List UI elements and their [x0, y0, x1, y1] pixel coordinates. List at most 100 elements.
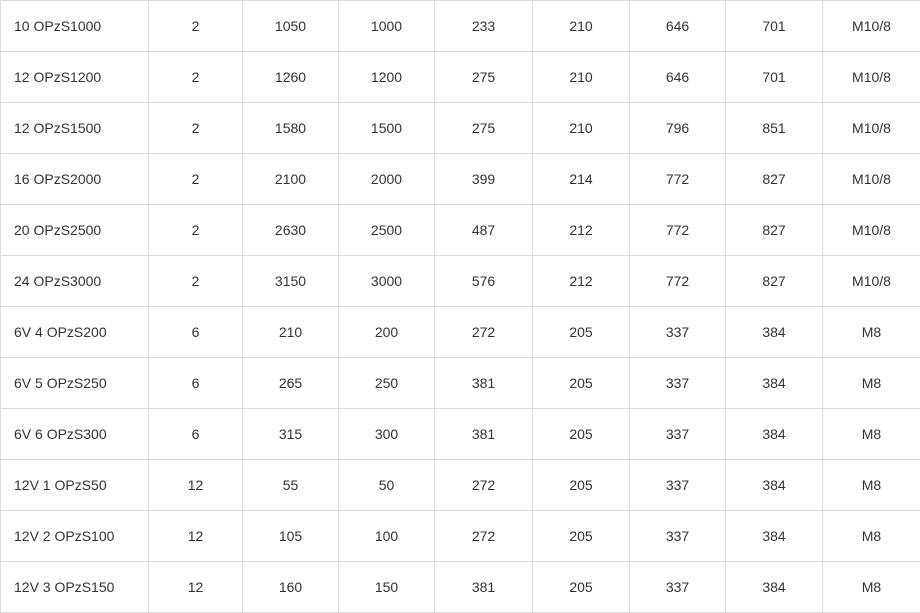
table-cell: 210	[242, 306, 339, 358]
table-cell: 772	[629, 204, 726, 256]
table-cell: 205	[532, 357, 630, 409]
table-cell: 337	[629, 561, 726, 613]
table-cell: M8	[822, 510, 920, 562]
table-cell: M10/8	[822, 0, 920, 52]
table-cell: 2	[148, 102, 243, 154]
cell-battery-type: 24 OPzS3000	[0, 255, 149, 307]
table-cell: 315	[242, 408, 339, 460]
table-cell: 337	[629, 357, 726, 409]
table-cell: 2	[148, 255, 243, 307]
table-row: 6V 4 OPzS200 6 210 200 272 205 337 384 M8	[0, 306, 920, 358]
table-cell: 200	[338, 306, 435, 358]
table-cell: 384	[725, 357, 823, 409]
table-cell: 1000	[338, 0, 435, 52]
table-cell: 275	[434, 51, 533, 103]
table-cell: 272	[434, 459, 533, 511]
table-cell: M8	[822, 357, 920, 409]
table-cell: 212	[532, 204, 630, 256]
table-row: 24 OPzS3000 2 3150 3000 576 212 772 827 M10/8	[0, 255, 920, 307]
table-cell: 205	[532, 408, 630, 460]
table-cell: M8	[822, 408, 920, 460]
cell-battery-type: 6V 6 OPzS300	[0, 408, 149, 460]
table-row: 12 OPzS1200 2 1260 1200 275 210 646 701 M10/8	[0, 51, 920, 103]
table-cell: 6	[148, 408, 243, 460]
table-row: 6V 6 OPzS300 6 315 300 381 205 337 384 M8	[0, 408, 920, 460]
table-cell: 2	[148, 204, 243, 256]
cell-battery-type: 12V 2 OPzS100	[0, 510, 149, 562]
table-cell: 827	[725, 255, 823, 307]
cell-battery-type: 6V 4 OPzS200	[0, 306, 149, 358]
table-cell: 1200	[338, 51, 435, 103]
table-cell: 300	[338, 408, 435, 460]
table-cell: 250	[338, 357, 435, 409]
table-cell: 212	[532, 255, 630, 307]
table-cell: 3000	[338, 255, 435, 307]
table-cell: 275	[434, 102, 533, 154]
table-cell: 272	[434, 306, 533, 358]
table-cell: M10/8	[822, 204, 920, 256]
table-cell: 150	[338, 561, 435, 613]
table-row: 12V 2 OPzS100 12 105 100 272 205 337 384 M8	[0, 510, 920, 562]
table-cell: M10/8	[822, 153, 920, 205]
table-cell: 399	[434, 153, 533, 205]
table-cell: M10/8	[822, 51, 920, 103]
table-cell: 384	[725, 561, 823, 613]
table-cell: 210	[532, 0, 630, 52]
table-cell: 646	[629, 51, 726, 103]
table-cell: 701	[725, 51, 823, 103]
table-row: 12V 3 OPzS150 12 160 150 381 205 337 384 M8	[0, 561, 920, 613]
table-cell: 337	[629, 459, 726, 511]
table-cell: 2630	[242, 204, 339, 256]
table-cell: 210	[532, 102, 630, 154]
table-cell: 576	[434, 255, 533, 307]
cell-battery-type: 16 OPzS2000	[0, 153, 149, 205]
table-cell: M8	[822, 561, 920, 613]
table-cell: 796	[629, 102, 726, 154]
table-cell: 384	[725, 459, 823, 511]
table-cell: 214	[532, 153, 630, 205]
table-cell: 205	[532, 459, 630, 511]
cell-battery-type: 12 OPzS1200	[0, 51, 149, 103]
table-row: 10 OPzS1000 2 1050 1000 233 210 646 701 M10/8	[0, 0, 920, 52]
table-cell: 701	[725, 0, 823, 52]
cell-battery-type: 10 OPzS1000	[0, 0, 149, 52]
table-cell: 487	[434, 204, 533, 256]
table-cell: 210	[532, 51, 630, 103]
table-cell: 2	[148, 51, 243, 103]
table-cell: 851	[725, 102, 823, 154]
table-row: 16 OPzS2000 2 2100 2000 399 214 772 827 M10/8	[0, 153, 920, 205]
table-cell: 384	[725, 408, 823, 460]
table-cell: 337	[629, 510, 726, 562]
table-cell: 12	[148, 459, 243, 511]
table-cell: M8	[822, 306, 920, 358]
table-cell: 272	[434, 510, 533, 562]
table-cell: 1500	[338, 102, 435, 154]
table-cell: 2	[148, 0, 243, 52]
table-cell: 2100	[242, 153, 339, 205]
table-cell: 2	[148, 153, 243, 205]
table-cell: 233	[434, 0, 533, 52]
table-row: 12V 1 OPzS50 12 55 50 272 205 337 384 M8	[0, 459, 920, 511]
cell-battery-type: 12V 3 OPzS150	[0, 561, 149, 613]
cell-battery-type: 6V 5 OPzS250	[0, 357, 149, 409]
table-cell: 381	[434, 357, 533, 409]
table-cell: M10/8	[822, 255, 920, 307]
table-cell: 205	[532, 306, 630, 358]
table-cell: 384	[725, 510, 823, 562]
table-cell: 384	[725, 306, 823, 358]
table-cell: 55	[242, 459, 339, 511]
table-cell: 827	[725, 204, 823, 256]
table-cell: M10/8	[822, 102, 920, 154]
table-cell: 3150	[242, 255, 339, 307]
table-cell: 12	[148, 561, 243, 613]
table-cell: 6	[148, 306, 243, 358]
table-cell: 381	[434, 561, 533, 613]
cell-battery-type: 12 OPzS1500	[0, 102, 149, 154]
table-cell: 772	[629, 153, 726, 205]
cell-battery-type: 20 OPzS2500	[0, 204, 149, 256]
table-cell: M8	[822, 459, 920, 511]
table-cell: 2000	[338, 153, 435, 205]
